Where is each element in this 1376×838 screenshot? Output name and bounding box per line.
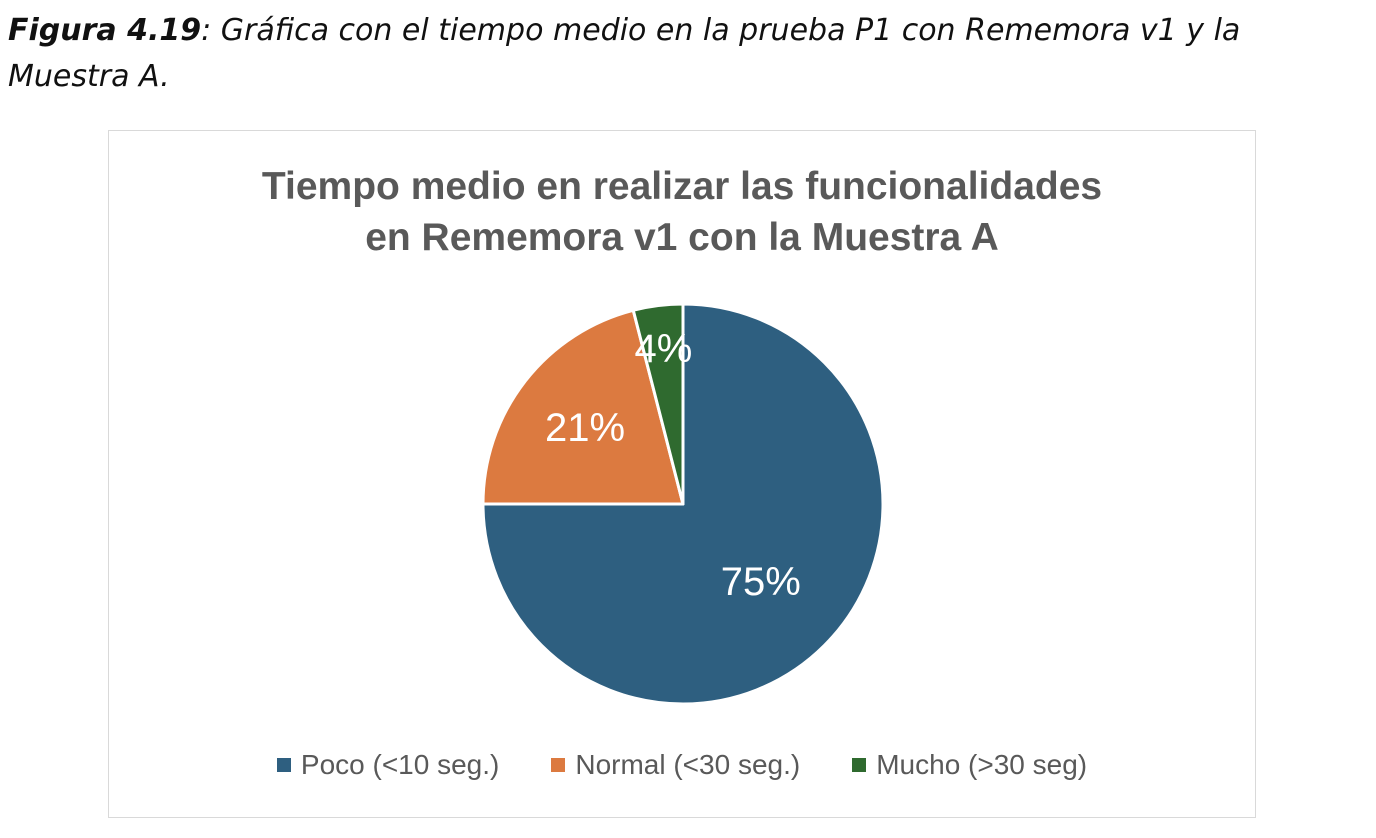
chart-title-line-1: Tiempo medio en realizar las funcionalid… xyxy=(261,165,1103,208)
pie-slice-mucho xyxy=(631,302,685,506)
legend-item-mucho: Mucho (>30 seg) xyxy=(852,749,1087,781)
legend-swatch-mucho xyxy=(852,758,867,772)
figure-caption-label: Figura 4.19 xyxy=(8,13,202,48)
legend-item-normal: Normal (<30 seg.) xyxy=(551,749,800,781)
legend-label-normal: Normal (<30 seg.) xyxy=(575,749,801,780)
figure-caption-text: : Gráfica con el tiempo medio en la prue… xyxy=(8,13,1241,94)
legend-label-mucho: Mucho (>30 seg) xyxy=(876,749,1088,780)
figure-caption: Figura 4.19: Gráfica con el tiempo medio… xyxy=(8,8,1368,100)
legend-swatch-poco xyxy=(276,758,291,772)
chart-title: Tiempo medio en realizar las funcionalid… xyxy=(109,161,1255,263)
pie-chart: 75% 21%4% xyxy=(481,302,885,706)
pie-slice-normal xyxy=(481,308,685,506)
data-label-poco: 75% xyxy=(721,560,801,604)
legend-label-poco: Poco (<10 seg.) xyxy=(300,749,500,780)
chart-legend: Poco (<10 seg.) Normal (<30 seg.) Mucho … xyxy=(109,749,1255,781)
pie-slice-poco xyxy=(481,302,885,706)
legend-swatch-normal xyxy=(551,758,566,772)
data-label-normal: 21% xyxy=(545,406,625,450)
chart-area: Tiempo medio en realizar las funcionalid… xyxy=(108,130,1256,818)
data-label-mucho: 4% xyxy=(635,327,693,371)
legend-item-poco: Poco (<10 seg.) xyxy=(276,749,500,781)
chart-title-line-2: en Rememora v1 con la Muestra A xyxy=(365,216,999,259)
